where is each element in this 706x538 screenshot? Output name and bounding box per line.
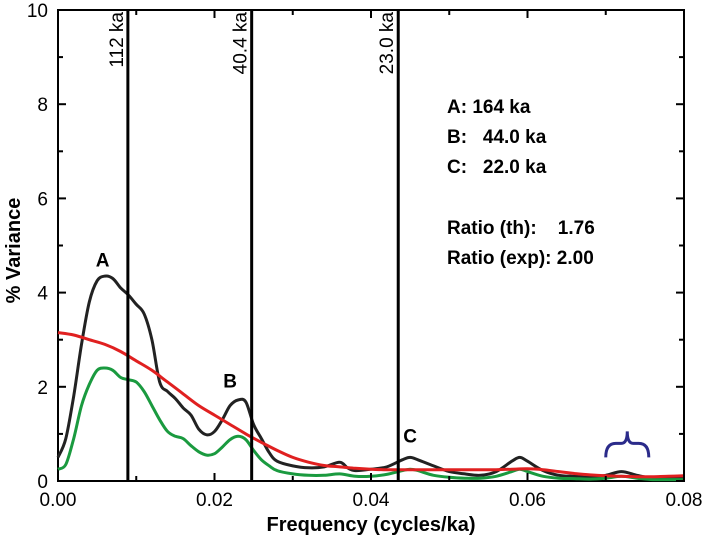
axis-ticks: 0.00 0.02 0.04 0.06 0.08 0 2 4 6 8 10 — [27, 1, 703, 511]
annotation-line: B: 44.0 ka — [447, 127, 547, 148]
peak-label: B — [223, 372, 237, 393]
peak-label: A — [96, 251, 110, 272]
y-tick-label: 10 — [27, 1, 48, 22]
annotation-line: A: 164 ka — [447, 97, 531, 118]
annotation-line: Ratio (th): 1.76 — [447, 218, 595, 239]
x-tick-label: 0.06 — [509, 490, 546, 511]
period-lines: 112 ka 40.4 ka 23.0 ka — [107, 10, 400, 481]
y-tick-label: 6 — [37, 189, 48, 210]
plot-frame — [57, 9, 685, 482]
x-tick-label: 0.00 — [40, 490, 77, 511]
x-tick-label: 0.08 — [666, 490, 703, 511]
series-layer — [56, 274, 685, 482]
annotation-line: C: 22.0 ka — [447, 157, 547, 178]
brace-marker — [604, 431, 651, 458]
period-line-label: 112 ka — [107, 12, 128, 68]
period-line-label: 40.4 ka — [231, 12, 252, 75]
annotation-line: Ratio (exp): 2.00 — [447, 248, 594, 269]
y-tick-label: 2 — [37, 378, 48, 399]
y-axis-title: % Variance — [3, 198, 25, 304]
peak-label: C — [403, 426, 417, 447]
y-tick-label: 8 — [37, 95, 48, 116]
x-axis-title: Frequency (cycles/ka) — [267, 514, 476, 536]
x-tick-label: 0.02 — [196, 490, 233, 511]
period-line-label: 23.0 ka — [377, 12, 398, 75]
plot-area — [57, 9, 685, 482]
y-tick-label: 0 — [37, 472, 48, 493]
peak-labels: A B C — [96, 251, 651, 458]
black-spectrum-line — [56, 274, 685, 481]
annotation-block: A: 164 ka B: 44.0 ka C: 22.0 ka Ratio (th):… — [447, 97, 595, 269]
red-background-line — [57, 331, 685, 479]
x-tick-label: 0.04 — [353, 490, 390, 511]
y-tick-label: 4 — [37, 284, 48, 305]
green-spectrum-line — [57, 366, 684, 482]
